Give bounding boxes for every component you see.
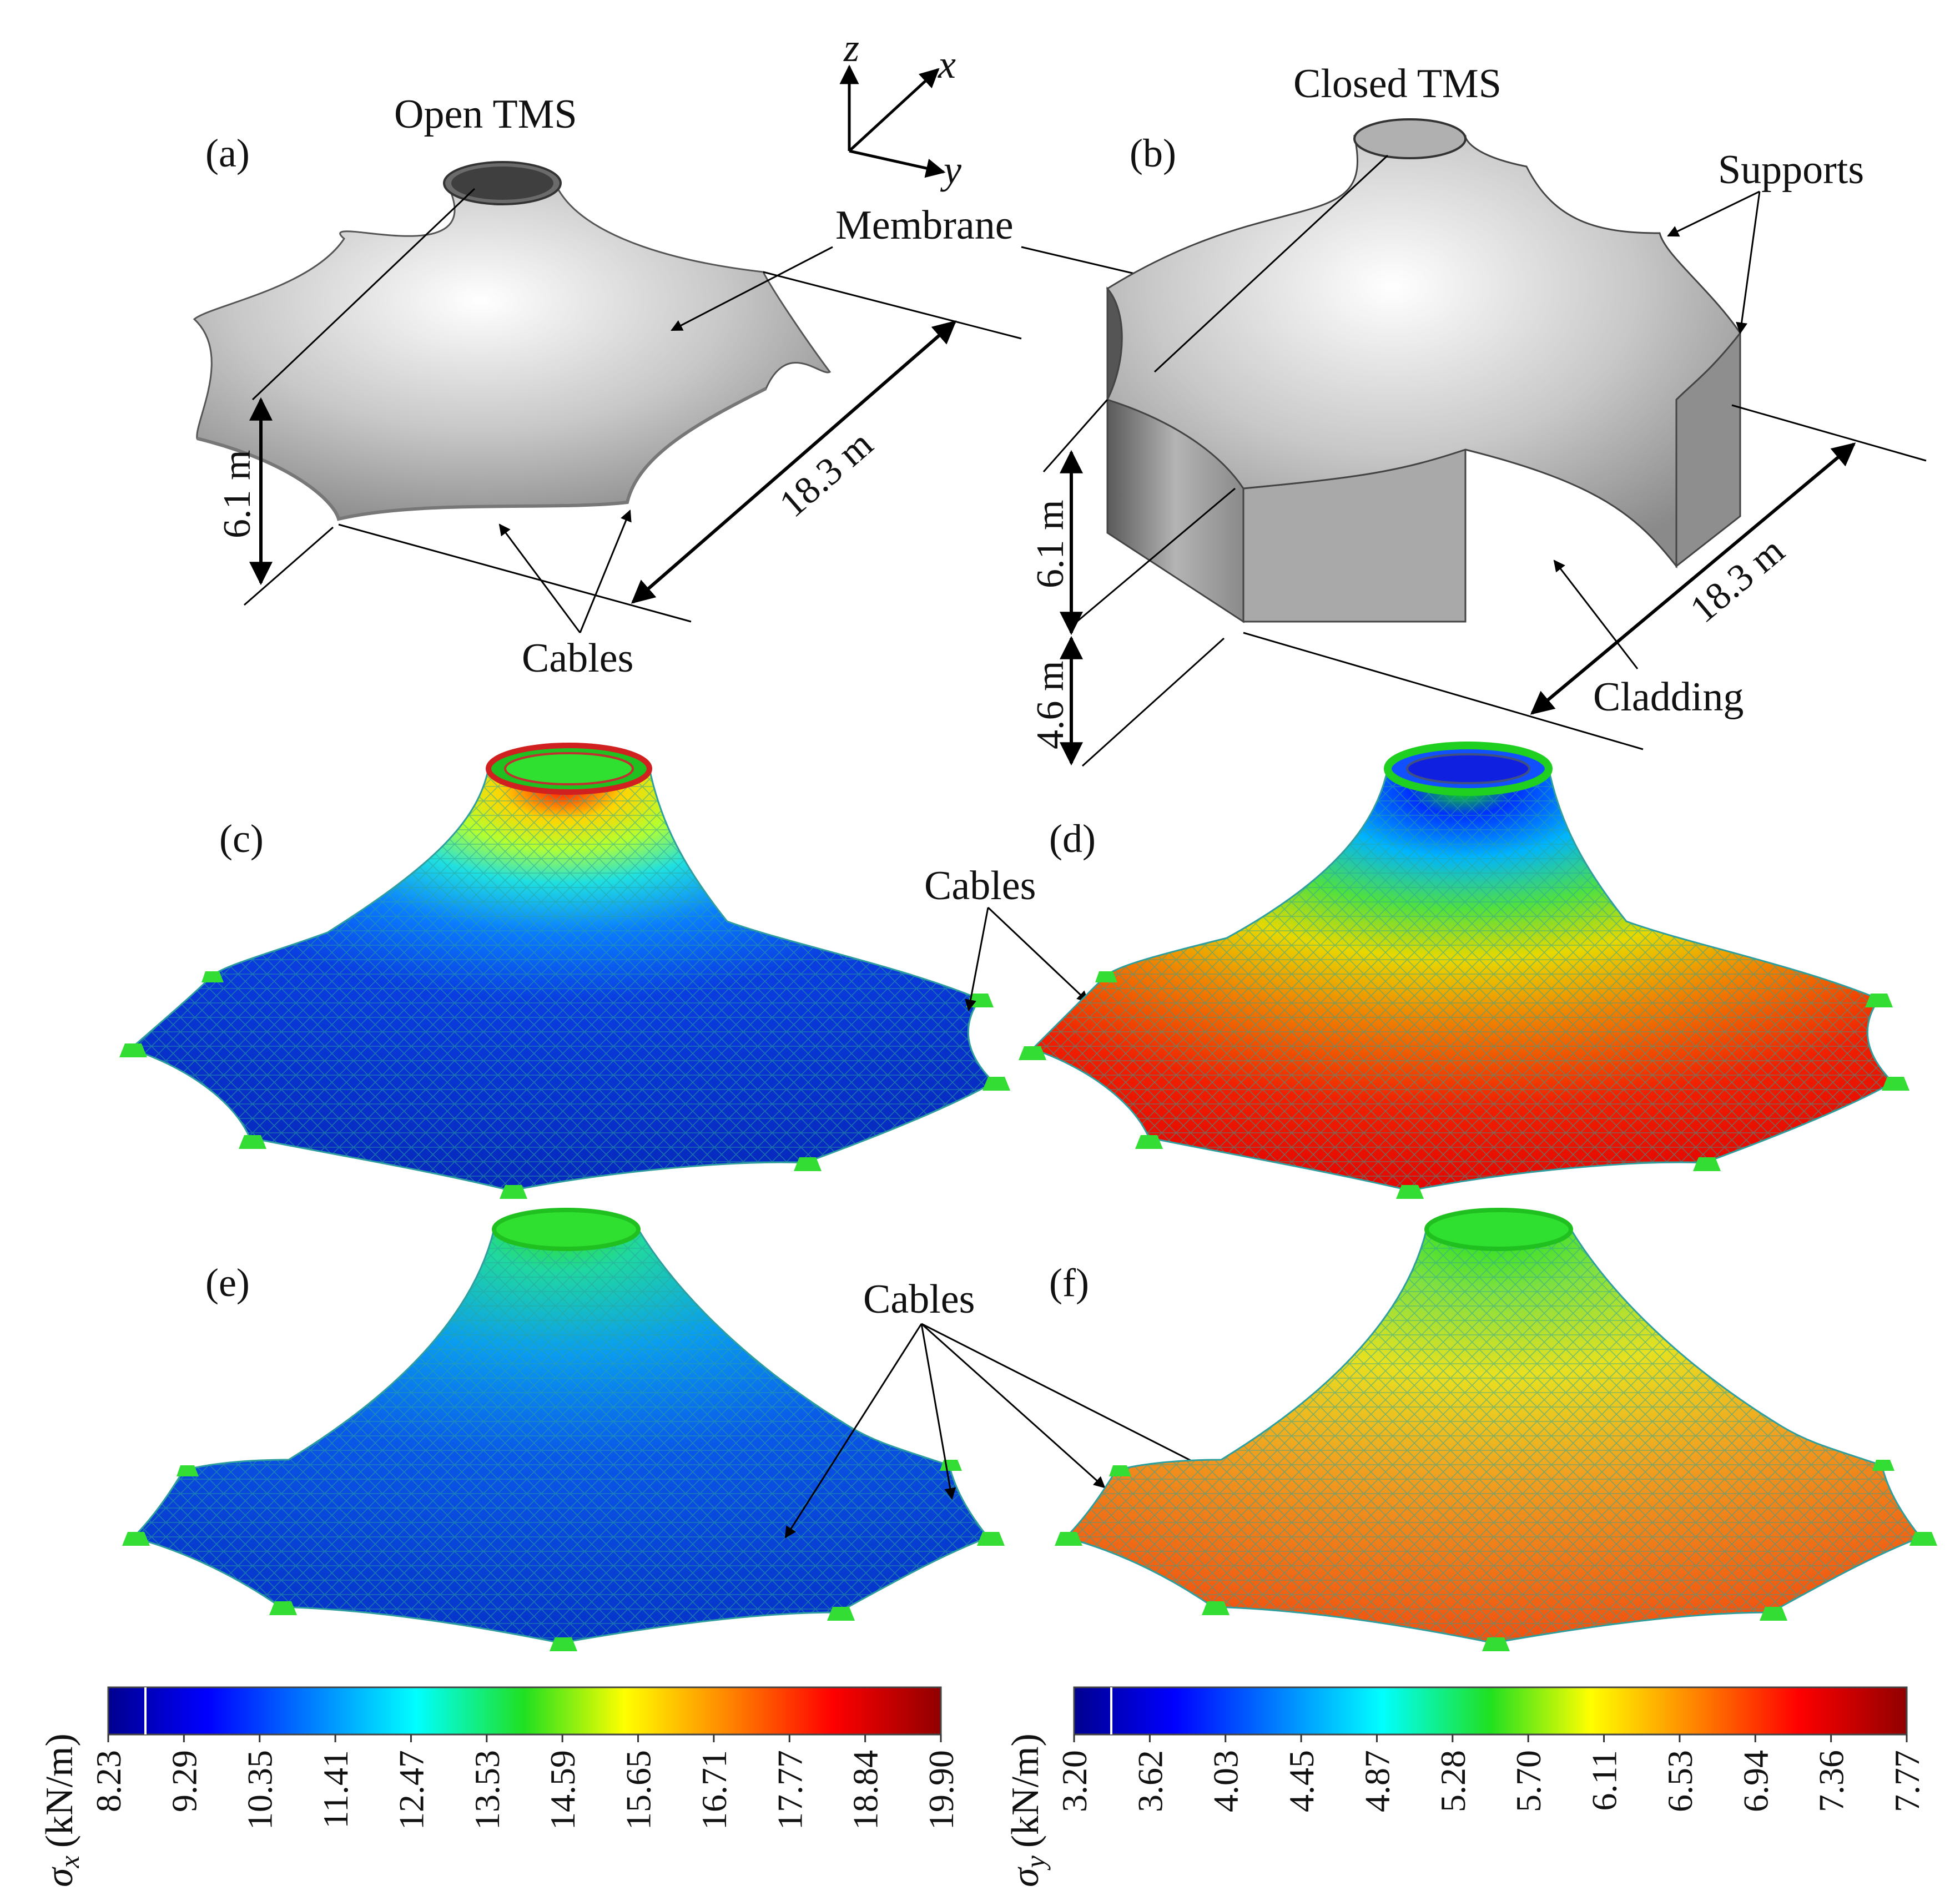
colorbar-sigma-x-ticks: 8.23 9.29 10.35 11.41 12.47 13.53 14.59 15.65 16… (89, 1734, 961, 1830)
open-height-dimension: 6.1 m (216, 450, 259, 538)
axis-x-label: x (938, 42, 956, 87)
open-cables-label: Cables (522, 636, 633, 681)
open-width-dimension: 18.3 m (772, 422, 881, 526)
colorbar-tick-label: 4.03 (1206, 1750, 1246, 1812)
open-mast-line (251, 188, 476, 401)
closed-top-ring (1353, 118, 1467, 159)
colorbar-sigma-x-scale (107, 1686, 942, 1736)
axis-z-label: z (843, 26, 859, 70)
membrane-label: Membrane (835, 203, 1014, 248)
panel-c-letter: (c) (219, 816, 264, 861)
colorbar-tick-label: 6.11 (1585, 1750, 1624, 1811)
colorbar-sigma-y-ticks: 3.20 3.62 4.03 4.45 4.87 5.28 5.70 6.11 6.53 6.94… (1055, 1734, 1927, 1812)
cladding-label: Cladding (1593, 674, 1744, 720)
panel-c-sigma-x-open: (c) Cables (119, 743, 1089, 1199)
colorbar-tick-label: 17.77 (770, 1750, 809, 1830)
colorbar-tick-label: 6.94 (1736, 1750, 1775, 1812)
colorbar-tick-label: 18.84 (846, 1750, 885, 1830)
colorbar-sigma-x-title: σx(kN/m) (38, 1733, 85, 1887)
panel-c-supports (119, 971, 1010, 1199)
colorbar-tick-label: 10.35 (240, 1750, 280, 1830)
panel-e-supports (122, 1460, 1005, 1651)
panel-d-sigma-y-open: (d) (1019, 742, 1909, 1199)
panel-b-closed-tms: (b) Closed TMS 6.1 m 4.6 m 18.3 m Suppor… (1029, 61, 1927, 767)
colorbar-tick-label: 7.77 (1887, 1750, 1927, 1812)
panel-f-supports (1055, 1460, 1937, 1651)
colorbar-tick-label: 16.71 (694, 1750, 734, 1830)
axis-y-label: y (940, 148, 961, 192)
open-membrane-surface (193, 182, 832, 520)
colorbar-tick-label: 13.53 (467, 1750, 507, 1830)
colorbar-sigma-y-title: σy(kN/m) (1004, 1733, 1051, 1887)
panel-a-letter: (a) (205, 131, 250, 175)
colorbar-sigma-y: σy(kN/m) 3.20 3.62 4.03 4.45 4.87 5.28 5.70 6.1… (1004, 1686, 1927, 1887)
panel-f-top-ring (1424, 1208, 1573, 1251)
colorbar-sigma-y-scale (1073, 1686, 1908, 1736)
supports-label: Supports (1718, 147, 1864, 193)
panel-a-open-tms: (a) Open TMS 6.1 m 18.3 m Membrane Cable… (193, 92, 1212, 681)
colorbar-tick-label: 4.87 (1357, 1750, 1397, 1812)
panel-b-title: Closed TMS (1293, 61, 1502, 107)
colorbar-tick-label: 11.41 (316, 1750, 355, 1829)
panel-e-letter: (e) (205, 1260, 250, 1305)
colorbar-tick-label: 5.70 (1509, 1750, 1548, 1812)
panel-f-letter: (f) (1049, 1260, 1089, 1305)
colorbar-tick-label: 12.47 (391, 1750, 431, 1830)
panel-d-supports (1019, 971, 1909, 1199)
colorbar-tick-label: 3.62 (1130, 1750, 1170, 1812)
colorbar-tick-label: 5.28 (1433, 1750, 1473, 1812)
panel-ef-cables-label: Cables (863, 1277, 975, 1322)
closed-height-dimension: 6.1 m (1029, 500, 1072, 588)
colorbar-tick-label: 8.23 (89, 1750, 128, 1812)
colorbar-tick-label: 14.59 (543, 1750, 582, 1830)
panel-b-letter: (b) (1130, 131, 1176, 175)
colorbar-tick-label: 3.20 (1055, 1750, 1094, 1812)
colorbar-tick-label: 7.36 (1812, 1750, 1851, 1812)
panel-e-top-ring (492, 1208, 641, 1251)
colorbar-tick-label: 6.53 (1660, 1750, 1700, 1812)
colorbar-sigma-x: σx(kN/m) 8.23 9.29 10.35 11.41 12.47 13.53 14.… (38, 1686, 961, 1887)
panel-d-letter: (d) (1049, 816, 1096, 861)
axis-triad: z x y (839, 26, 961, 192)
closed-base-dimension: 4.6 m (1029, 661, 1072, 749)
panel-c-cables-label: Cables (924, 863, 1036, 909)
panel-a-title: Open TMS (394, 92, 577, 137)
panel-e-sigma-x-closed: (e) Cables (122, 1208, 1289, 1651)
colorbar-tick-label: 15.65 (619, 1750, 658, 1830)
colorbar-tick-label: 19.90 (921, 1750, 961, 1830)
colorbar-tick-label: 9.29 (164, 1750, 204, 1812)
panel-f-sigma-y-closed: (f) (1049, 1208, 1937, 1651)
colorbar-tick-label: 4.45 (1282, 1750, 1321, 1812)
